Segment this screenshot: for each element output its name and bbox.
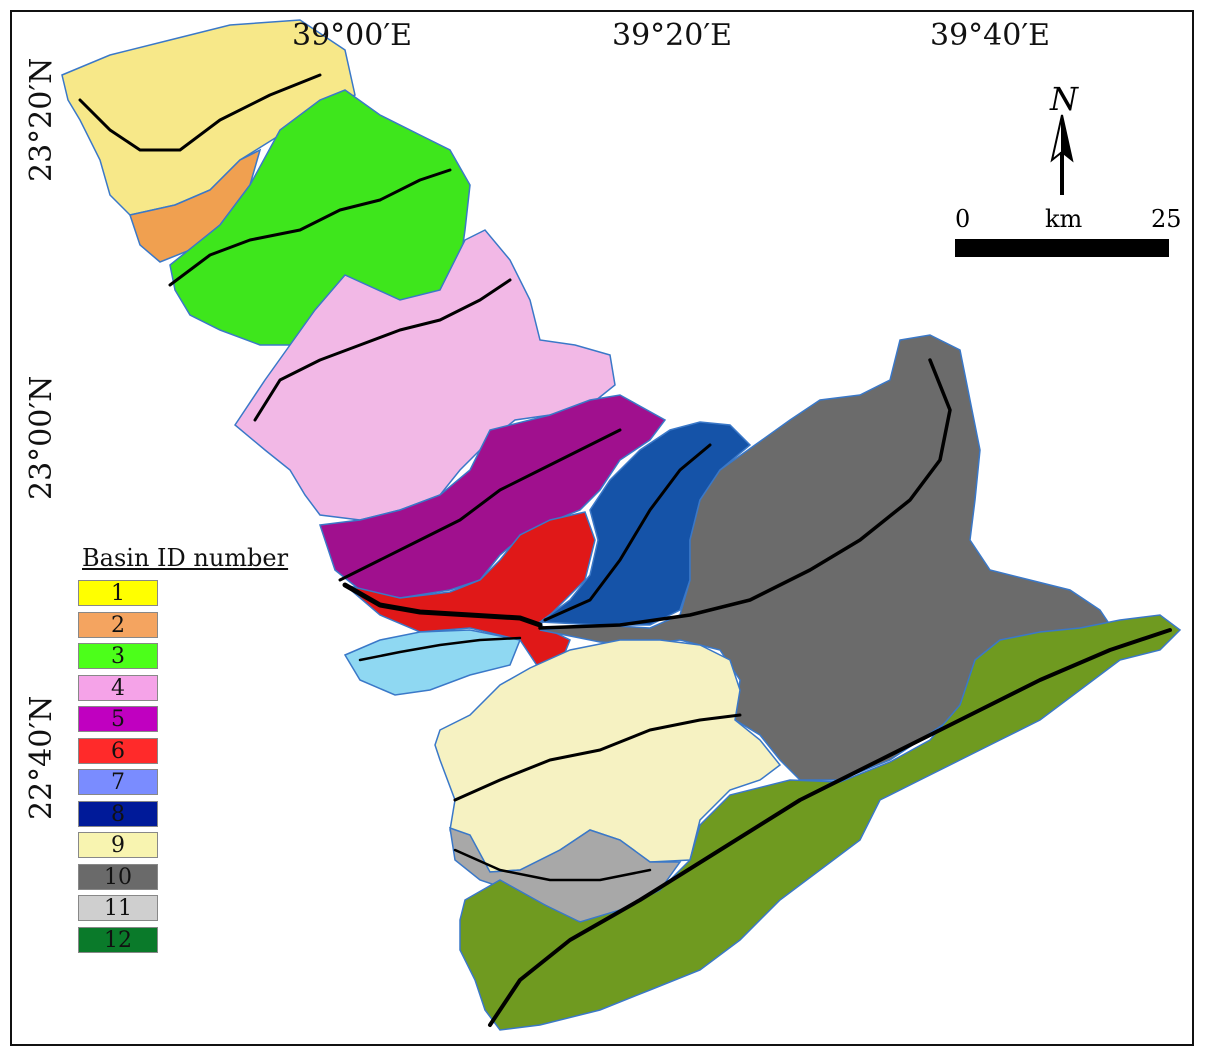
river-basin-1 xyxy=(78,73,322,152)
river-basin-12 xyxy=(488,628,1172,1027)
river-basin-11 xyxy=(453,848,652,882)
lat-label-1: 23°20′N xyxy=(24,57,59,182)
basin-1 xyxy=(61,19,356,216)
scale-end-label: 25 xyxy=(1151,205,1182,233)
scale-bar: 0 km 25 xyxy=(955,205,1182,261)
legend-item-5: 5 xyxy=(78,706,158,732)
basin-10 xyxy=(539,334,1112,781)
legend-items: 1 2 3 4 5 6 7 8 9 10 11 12 xyxy=(78,580,318,953)
north-arrow: N xyxy=(1040,80,1090,200)
legend-item-10: 10 xyxy=(78,863,158,890)
lon-label-2: 39°20′E xyxy=(612,18,733,53)
river-basin-3 xyxy=(168,168,452,287)
legend-item-2: 2 xyxy=(78,611,158,638)
legend: Basin ID number 1 2 3 4 5 6 7 8 9 10 11 … xyxy=(78,544,318,958)
river-basin-6 xyxy=(342,582,543,628)
main-rivers xyxy=(78,73,1172,1027)
legend-item-4: 4 xyxy=(78,674,158,701)
basin-12 xyxy=(459,614,1182,1031)
scale-start-label: 0 xyxy=(955,205,971,233)
north-arrow-icon xyxy=(1050,114,1074,195)
legend-item-12: 12 xyxy=(78,926,158,953)
river-basin-7 xyxy=(358,636,522,662)
river-basin-9 xyxy=(453,713,742,802)
river-basin-8 xyxy=(543,443,712,622)
scale-unit-label: km xyxy=(1045,205,1083,233)
river-basin-4 xyxy=(253,278,512,422)
lon-label-1: 39°00′E xyxy=(292,18,413,53)
legend-item-8: 8 xyxy=(78,800,158,827)
legend-item-11: 11 xyxy=(78,895,158,921)
lon-label-3: 39°40′E xyxy=(930,18,1051,53)
legend-item-6: 6 xyxy=(78,737,158,764)
basin-6 xyxy=(344,511,596,671)
north-label: N xyxy=(1050,80,1078,118)
river-basin-10 xyxy=(538,358,952,630)
basin-4 xyxy=(234,229,616,521)
legend-item-9: 9 xyxy=(78,832,158,858)
lat-label-3: 22°40′N xyxy=(24,695,59,820)
basin-7 xyxy=(343,629,522,696)
lat-label-2: 23°00′N xyxy=(24,375,59,500)
legend-title: Basin ID number xyxy=(82,544,289,572)
scale-bar-rect xyxy=(955,239,1169,257)
legend-item-3: 3 xyxy=(78,643,158,669)
basin-8 xyxy=(537,421,752,626)
river-basin-5 xyxy=(338,428,622,582)
legend-item-1: 1 xyxy=(78,580,158,606)
legend-item-7: 7 xyxy=(78,769,158,795)
